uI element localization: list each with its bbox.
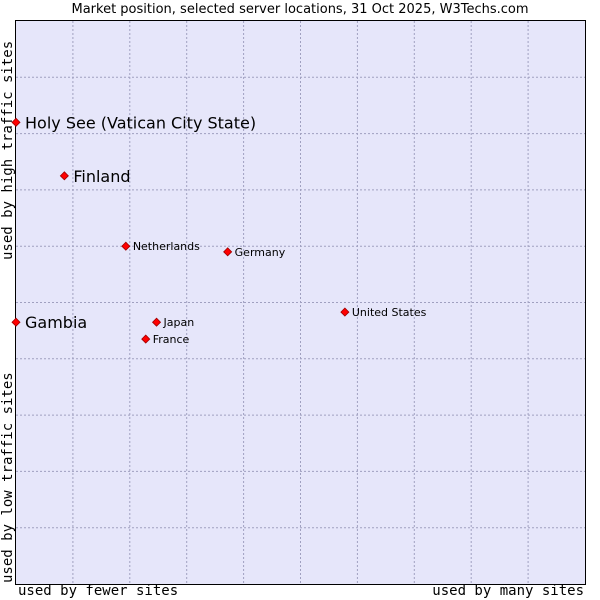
point-marker — [59, 171, 69, 181]
point-label: Germany — [235, 246, 286, 259]
y-axis-label-bottom: used by low traffic sites — [0, 372, 16, 583]
point-marker — [151, 317, 162, 327]
point-label: Netherlands — [133, 240, 200, 253]
point-marker — [11, 117, 21, 127]
point-label: United States — [352, 306, 427, 319]
point-marker — [223, 247, 233, 257]
point-label: Finland — [73, 167, 130, 186]
x-axis-label-right: used by many sites — [432, 583, 584, 599]
point-label: France — [153, 333, 190, 346]
data-points: Holy See (Vatican City State) Finland Neth… — [11, 113, 427, 346]
point-marker — [141, 334, 151, 344]
point-label: Holy See (Vatican City State) — [25, 113, 256, 132]
grid-lines — [16, 21, 585, 584]
point-marker — [11, 317, 21, 327]
y-axis-label-top: used by high traffic sites — [0, 40, 16, 260]
point-label: Japan — [163, 316, 195, 329]
point-marker — [121, 241, 131, 251]
chart-title: Market position, selected server locatio… — [71, 2, 529, 17]
x-axis-label-left: used by fewer sites — [18, 583, 179, 599]
point-label: Gambia — [25, 313, 87, 332]
point-marker — [340, 307, 350, 317]
